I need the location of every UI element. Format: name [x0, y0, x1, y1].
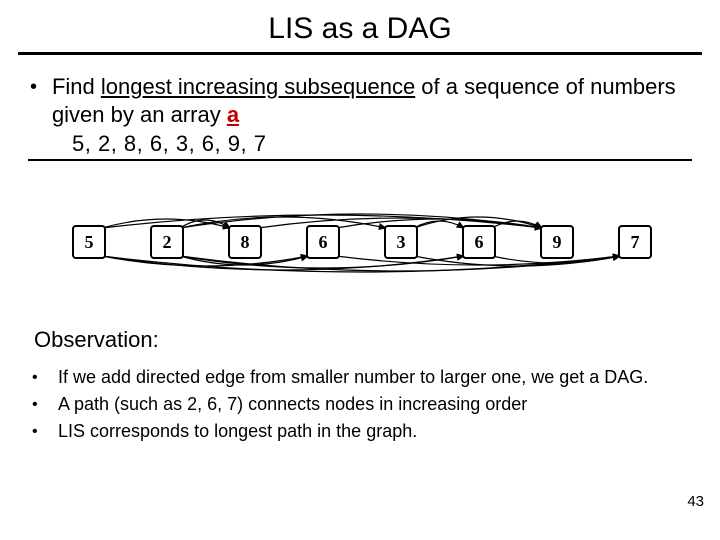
observation-list: • If we add directed edge from smaller n…: [28, 365, 692, 444]
dag-diagram: 5 2 8 6 3 6 9 7: [58, 197, 698, 287]
dag-node: 6: [306, 225, 340, 259]
bullet-icon: •: [28, 392, 58, 417]
main-bullet-text: Find longest increasing subsequence of a…: [52, 73, 692, 129]
text-prefix: Find: [52, 74, 101, 99]
dag-node: 7: [618, 225, 652, 259]
list-item: • A path (such as 2, 6, 7) connects node…: [28, 392, 692, 417]
bullet-icon: •: [28, 419, 58, 444]
main-bullet-row: • Find longest increasing subsequence of…: [28, 73, 692, 129]
dag-node: 6: [462, 225, 496, 259]
title-divider: [18, 52, 702, 55]
array-name: a: [227, 102, 239, 127]
slide: LIS as a DAG • Find longest increasing s…: [0, 0, 720, 540]
list-item-text: If we add directed edge from smaller num…: [58, 365, 648, 390]
observation-heading: Observation:: [34, 327, 692, 353]
list-item-text: LIS corresponds to longest path in the g…: [58, 419, 417, 444]
bullet-icon: •: [28, 73, 52, 101]
list-item-text: A path (such as 2, 6, 7) connects nodes …: [58, 392, 527, 417]
text-underlined: longest increasing subsequence: [101, 74, 415, 99]
list-item: • If we add directed edge from smaller n…: [28, 365, 692, 390]
bullet-icon: •: [28, 365, 58, 390]
dag-node: 3: [384, 225, 418, 259]
page-number: 43: [687, 493, 704, 510]
sequence-text: 5, 2, 8, 6, 3, 6, 9, 7: [72, 131, 266, 156]
dag-node: 8: [228, 225, 262, 259]
dag-edge: [102, 256, 308, 266]
sequence-row: 5, 2, 8, 6, 3, 6, 9, 7: [28, 131, 692, 161]
slide-title: LIS as a DAG: [28, 12, 692, 46]
dag-edge: [414, 221, 464, 228]
dag-node: 5: [72, 225, 106, 259]
list-item: • LIS corresponds to longest path in the…: [28, 419, 692, 444]
dag-node: 9: [540, 225, 574, 259]
dag-node: 2: [150, 225, 184, 259]
